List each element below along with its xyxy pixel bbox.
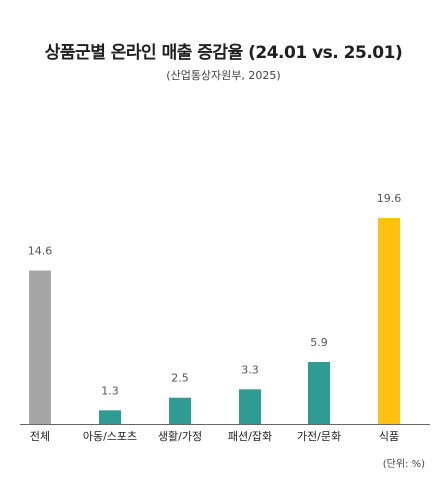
chart-subtitle: (산업통상자원부, 2025)	[166, 69, 281, 82]
unit-label: (단위: %)	[382, 459, 425, 470]
bar-4	[308, 361, 330, 424]
x-tick-label-3: 패션/잡화	[228, 430, 272, 443]
chart-title: 상품군별 온라인 매출 증감율 (24.01 vs. 25.01)	[44, 43, 403, 63]
data-label-5: 19.6	[377, 192, 402, 205]
x-tick-label-5: 식품	[379, 430, 399, 443]
x-tick-label-2: 생활/가정	[158, 429, 202, 443]
data-label-0: 14.6	[28, 245, 53, 258]
bar-0	[29, 270, 51, 424]
bar-1	[99, 410, 121, 424]
x-tick-label-0: 전체	[30, 430, 50, 443]
data-label-4: 5.9	[310, 336, 328, 349]
bar-3	[239, 389, 261, 424]
data-label-3: 3.3	[241, 363, 259, 376]
data-label-1: 1.3	[101, 384, 119, 397]
bar-5	[378, 218, 400, 424]
x-tick-label-4: 가전/문화	[297, 430, 341, 443]
bar-2	[169, 397, 191, 424]
data-label-2: 2.5	[171, 372, 189, 385]
x-tick-label-1: 아동/스포츠	[83, 430, 137, 443]
